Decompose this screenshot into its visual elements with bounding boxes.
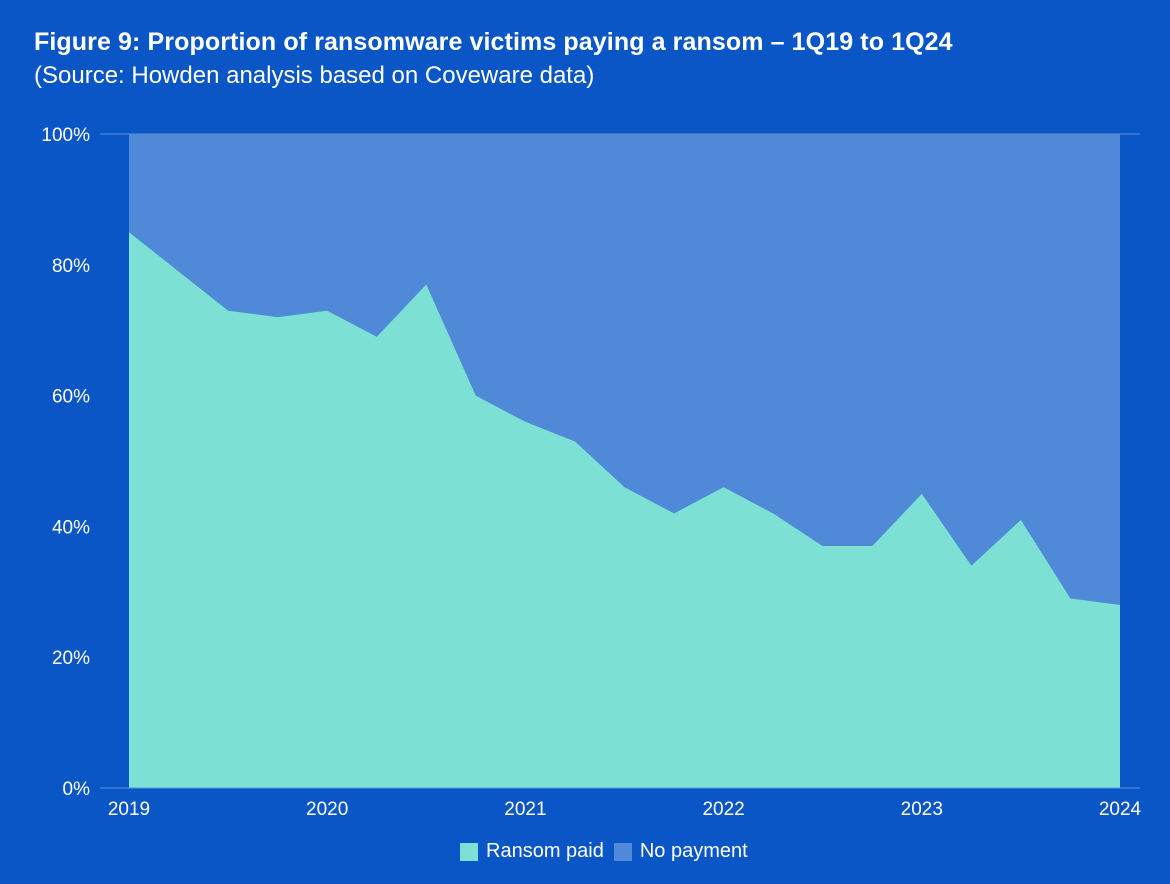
area-no-payment — [129, 134, 1120, 605]
y-tick-label: 0% — [63, 779, 91, 800]
legend-swatch-no-payment — [613, 842, 632, 861]
x-tick-label: 2021 — [504, 799, 546, 820]
x-tick-label: 2019 — [108, 799, 150, 820]
x-tick-label: 2024 — [1099, 799, 1142, 820]
y-tick-label: 80% — [52, 256, 90, 277]
y-tick-label: 20% — [52, 648, 90, 669]
x-tick-label: 2020 — [306, 799, 348, 820]
chart-legend: Ransom paid No payment — [460, 840, 748, 863]
x-tick-label: 2023 — [901, 799, 943, 820]
legend-swatch-ransom-paid — [460, 842, 478, 861]
area-ransom-paid — [129, 232, 1120, 789]
legend-label-ransom-paid: Ransom paid — [486, 840, 604, 862]
chart-subtitle: (Source: Howden analysis based on Covewa… — [34, 62, 595, 89]
legend-label-no-payment: No payment — [639, 840, 748, 862]
legend-item-no-payment: No payment — [613, 840, 748, 863]
y-tick-label: 60% — [52, 387, 90, 408]
chart-title: Figure 9: Proportion of ransomware victi… — [34, 28, 953, 56]
y-tick-label: 100% — [41, 125, 90, 146]
y-tick-label: 40% — [52, 517, 90, 538]
x-tick-label: 2022 — [702, 799, 744, 820]
legend-item-ransom-paid: Ransom paid — [460, 840, 604, 863]
